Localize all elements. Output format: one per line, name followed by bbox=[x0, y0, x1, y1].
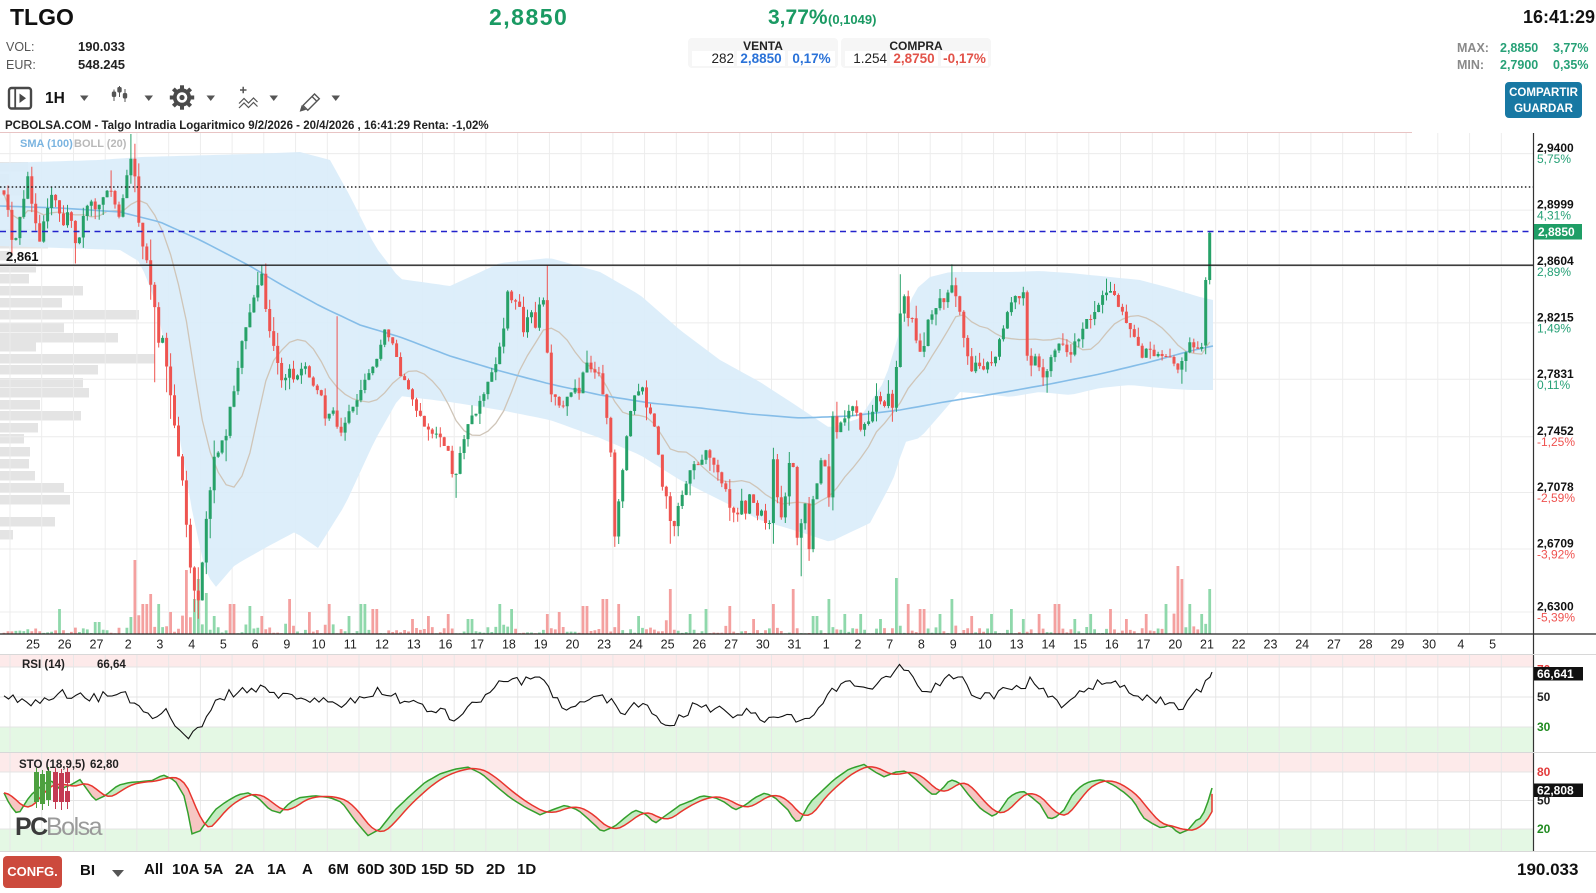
svg-text:2,6709: 2,6709 bbox=[1537, 537, 1574, 551]
svg-text:2,9400: 2,9400 bbox=[1537, 141, 1574, 155]
svg-text:3: 3 bbox=[156, 638, 163, 652]
svg-text:2,6300: 2,6300 bbox=[1537, 600, 1574, 614]
svg-text:9: 9 bbox=[950, 638, 957, 652]
svg-text:2,8215: 2,8215 bbox=[1537, 310, 1574, 324]
svg-text:26: 26 bbox=[58, 638, 72, 652]
svg-text:SMA (100): SMA (100) bbox=[20, 138, 73, 150]
svg-text:27: 27 bbox=[1327, 638, 1341, 652]
svg-text:8: 8 bbox=[918, 638, 925, 652]
svg-text:62,808: 62,808 bbox=[1537, 784, 1574, 798]
svg-text:2,861: 2,861 bbox=[6, 249, 39, 264]
svg-text:-2,59%: -2,59% bbox=[1537, 491, 1575, 505]
svg-text:23: 23 bbox=[1264, 638, 1278, 652]
svg-text:16: 16 bbox=[1105, 638, 1119, 652]
svg-text:30: 30 bbox=[1537, 720, 1551, 734]
svg-text:2,7452: 2,7452 bbox=[1537, 424, 1574, 438]
svg-text:-1,25%: -1,25% bbox=[1537, 435, 1575, 449]
svg-text:5: 5 bbox=[220, 638, 227, 652]
svg-text:80: 80 bbox=[1537, 765, 1551, 779]
svg-text:18: 18 bbox=[502, 638, 516, 652]
svg-text:2,8850: 2,8850 bbox=[1538, 225, 1575, 239]
svg-text:50: 50 bbox=[1537, 690, 1551, 704]
svg-text:26: 26 bbox=[692, 638, 706, 652]
svg-text:25: 25 bbox=[661, 638, 675, 652]
svg-text:10: 10 bbox=[312, 638, 326, 652]
svg-text:66,64: 66,64 bbox=[97, 659, 126, 671]
svg-text:19: 19 bbox=[534, 638, 548, 652]
svg-text:20: 20 bbox=[1537, 822, 1551, 836]
svg-text:2,8999: 2,8999 bbox=[1537, 198, 1574, 212]
svg-text:Bolsa: Bolsa bbox=[46, 813, 103, 841]
svg-text:27: 27 bbox=[90, 638, 104, 652]
svg-text:29: 29 bbox=[1390, 638, 1404, 652]
svg-text:30: 30 bbox=[1422, 638, 1436, 652]
svg-text:4: 4 bbox=[1457, 638, 1464, 652]
svg-text:17: 17 bbox=[470, 638, 484, 652]
svg-text:4: 4 bbox=[188, 638, 195, 652]
svg-text:62,80: 62,80 bbox=[90, 759, 119, 771]
svg-text:16: 16 bbox=[439, 638, 453, 652]
svg-text:17: 17 bbox=[1137, 638, 1151, 652]
svg-text:2,7078: 2,7078 bbox=[1537, 480, 1574, 494]
svg-text:6: 6 bbox=[252, 638, 259, 652]
svg-text:20: 20 bbox=[565, 638, 579, 652]
svg-text:22: 22 bbox=[1232, 638, 1246, 652]
svg-text:28: 28 bbox=[1359, 638, 1373, 652]
svg-text:1,49%: 1,49% bbox=[1537, 321, 1571, 335]
svg-text:-3,92%: -3,92% bbox=[1537, 548, 1575, 562]
svg-text:9: 9 bbox=[283, 638, 290, 652]
svg-text:12: 12 bbox=[375, 638, 389, 652]
svg-text:13: 13 bbox=[407, 638, 421, 652]
svg-text:14: 14 bbox=[1041, 638, 1055, 652]
svg-text:23: 23 bbox=[597, 638, 611, 652]
svg-text:STO (18,9,5): STO (18,9,5) bbox=[19, 759, 85, 771]
svg-text:66,641: 66,641 bbox=[1537, 667, 1574, 681]
svg-text:15: 15 bbox=[1073, 638, 1087, 652]
svg-text:13: 13 bbox=[1010, 638, 1024, 652]
svg-text:PC: PC bbox=[15, 813, 48, 841]
svg-text:25: 25 bbox=[26, 638, 40, 652]
svg-text:2: 2 bbox=[125, 638, 132, 652]
svg-text:24: 24 bbox=[629, 638, 643, 652]
svg-text:2,7831: 2,7831 bbox=[1537, 367, 1574, 381]
svg-text:BOLL (20): BOLL (20) bbox=[74, 138, 127, 150]
svg-text:21: 21 bbox=[1200, 638, 1214, 652]
svg-text:5: 5 bbox=[1489, 638, 1496, 652]
svg-text:31: 31 bbox=[788, 638, 802, 652]
svg-text:2,8604: 2,8604 bbox=[1537, 254, 1574, 268]
svg-text:1H: 1H bbox=[45, 90, 65, 107]
svg-text:30: 30 bbox=[756, 638, 770, 652]
svg-text:2,89%: 2,89% bbox=[1537, 265, 1571, 279]
svg-text:24: 24 bbox=[1295, 638, 1309, 652]
svg-text:4,31%: 4,31% bbox=[1537, 209, 1571, 223]
svg-text:1: 1 bbox=[823, 638, 830, 652]
svg-text:7: 7 bbox=[886, 638, 893, 652]
svg-text:20: 20 bbox=[1168, 638, 1182, 652]
svg-text:-5,39%: -5,39% bbox=[1537, 611, 1575, 625]
svg-text:0,11%: 0,11% bbox=[1537, 378, 1570, 392]
svg-text:2: 2 bbox=[855, 638, 862, 652]
svg-text:27: 27 bbox=[724, 638, 738, 652]
svg-text:50: 50 bbox=[1537, 794, 1551, 808]
svg-text:10: 10 bbox=[978, 638, 992, 652]
svg-text:5,75%: 5,75% bbox=[1537, 152, 1571, 166]
svg-text:11: 11 bbox=[344, 638, 357, 652]
svg-text:RSI (14): RSI (14) bbox=[22, 659, 65, 671]
